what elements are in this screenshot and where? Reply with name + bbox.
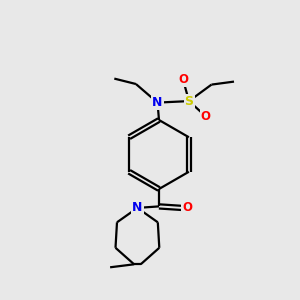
Text: N: N — [132, 201, 142, 214]
Text: S: S — [184, 94, 194, 108]
Text: O: O — [200, 110, 211, 123]
Text: O: O — [178, 73, 188, 86]
Text: N: N — [152, 96, 163, 109]
Text: O: O — [182, 201, 192, 214]
